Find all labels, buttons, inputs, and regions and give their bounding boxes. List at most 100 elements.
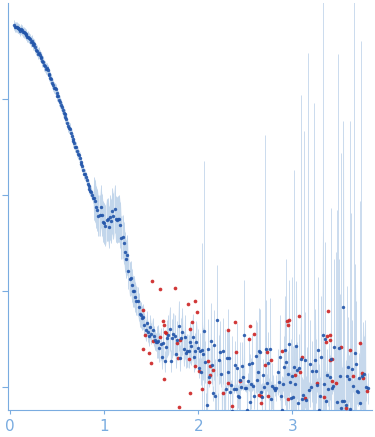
Point [352,413,358,420]
Point [252,353,258,360]
Point [289,372,295,379]
Point [224,355,230,362]
Point [147,323,153,330]
Point [92,198,98,205]
Point [43,65,49,72]
Point [336,345,342,352]
Point [29,37,35,44]
Point [134,297,140,304]
Point [322,397,328,404]
Point [329,385,335,392]
Point [213,427,219,434]
Point [296,313,302,320]
Point [298,396,304,403]
Point [153,339,159,346]
Point [57,99,63,106]
Point [234,364,240,371]
Point [357,399,363,406]
Point [26,35,32,42]
Point [258,392,264,399]
Point [196,367,202,374]
Point [327,356,333,363]
Point [356,375,362,382]
Point [302,410,308,417]
Point [150,338,156,345]
Point [68,129,74,136]
Point [48,76,54,83]
Point [290,394,296,401]
Point [23,32,29,39]
Point [61,110,67,117]
Point [32,44,38,51]
Point [94,207,100,214]
Point [41,62,47,69]
Point [308,383,314,390]
Point [272,385,278,392]
Point [256,348,262,355]
Point [156,285,162,292]
Point [54,92,60,99]
Point [297,364,303,371]
Point [329,377,335,384]
Point [269,383,275,390]
Point [228,382,234,388]
Point [65,123,71,130]
Point [150,326,156,333]
Point [282,347,288,354]
Point [33,46,39,53]
Point [350,382,356,389]
Point [131,288,137,295]
Point [276,378,282,385]
Point [202,358,208,365]
Point [264,349,270,356]
Point [20,28,26,35]
Point [158,340,164,347]
Point [109,208,115,215]
Point [232,318,238,325]
Point [294,367,300,374]
Point [39,58,45,65]
Point [166,326,172,333]
Point [209,361,214,368]
Point [297,355,303,362]
Point [286,316,292,323]
Point [215,424,221,431]
Point [362,420,368,427]
Point [187,326,193,333]
Point [50,82,56,89]
Point [13,24,20,31]
Point [156,344,162,351]
Point [172,285,178,292]
Point [252,393,258,400]
Point [139,315,145,322]
Point [52,85,58,92]
Point [86,182,92,189]
Point [34,47,40,54]
Point [140,307,146,314]
Point [176,404,182,411]
Point [132,293,138,300]
Point [326,420,332,427]
Point [229,402,235,409]
Point [58,101,64,108]
Point [244,406,250,413]
Point [303,430,309,437]
Point [129,282,135,289]
Point [195,344,201,351]
Point [237,377,243,384]
Point [113,216,119,223]
Point [309,423,315,430]
Point [192,347,198,354]
Point [107,214,113,221]
Point [314,382,320,388]
Point [259,394,265,401]
Point [207,337,213,344]
Point [258,388,264,395]
Point [207,374,213,381]
Point [165,332,171,339]
Point [56,93,62,100]
Point [327,427,333,434]
Point [330,383,336,390]
Point [99,212,105,218]
Point [345,364,351,371]
